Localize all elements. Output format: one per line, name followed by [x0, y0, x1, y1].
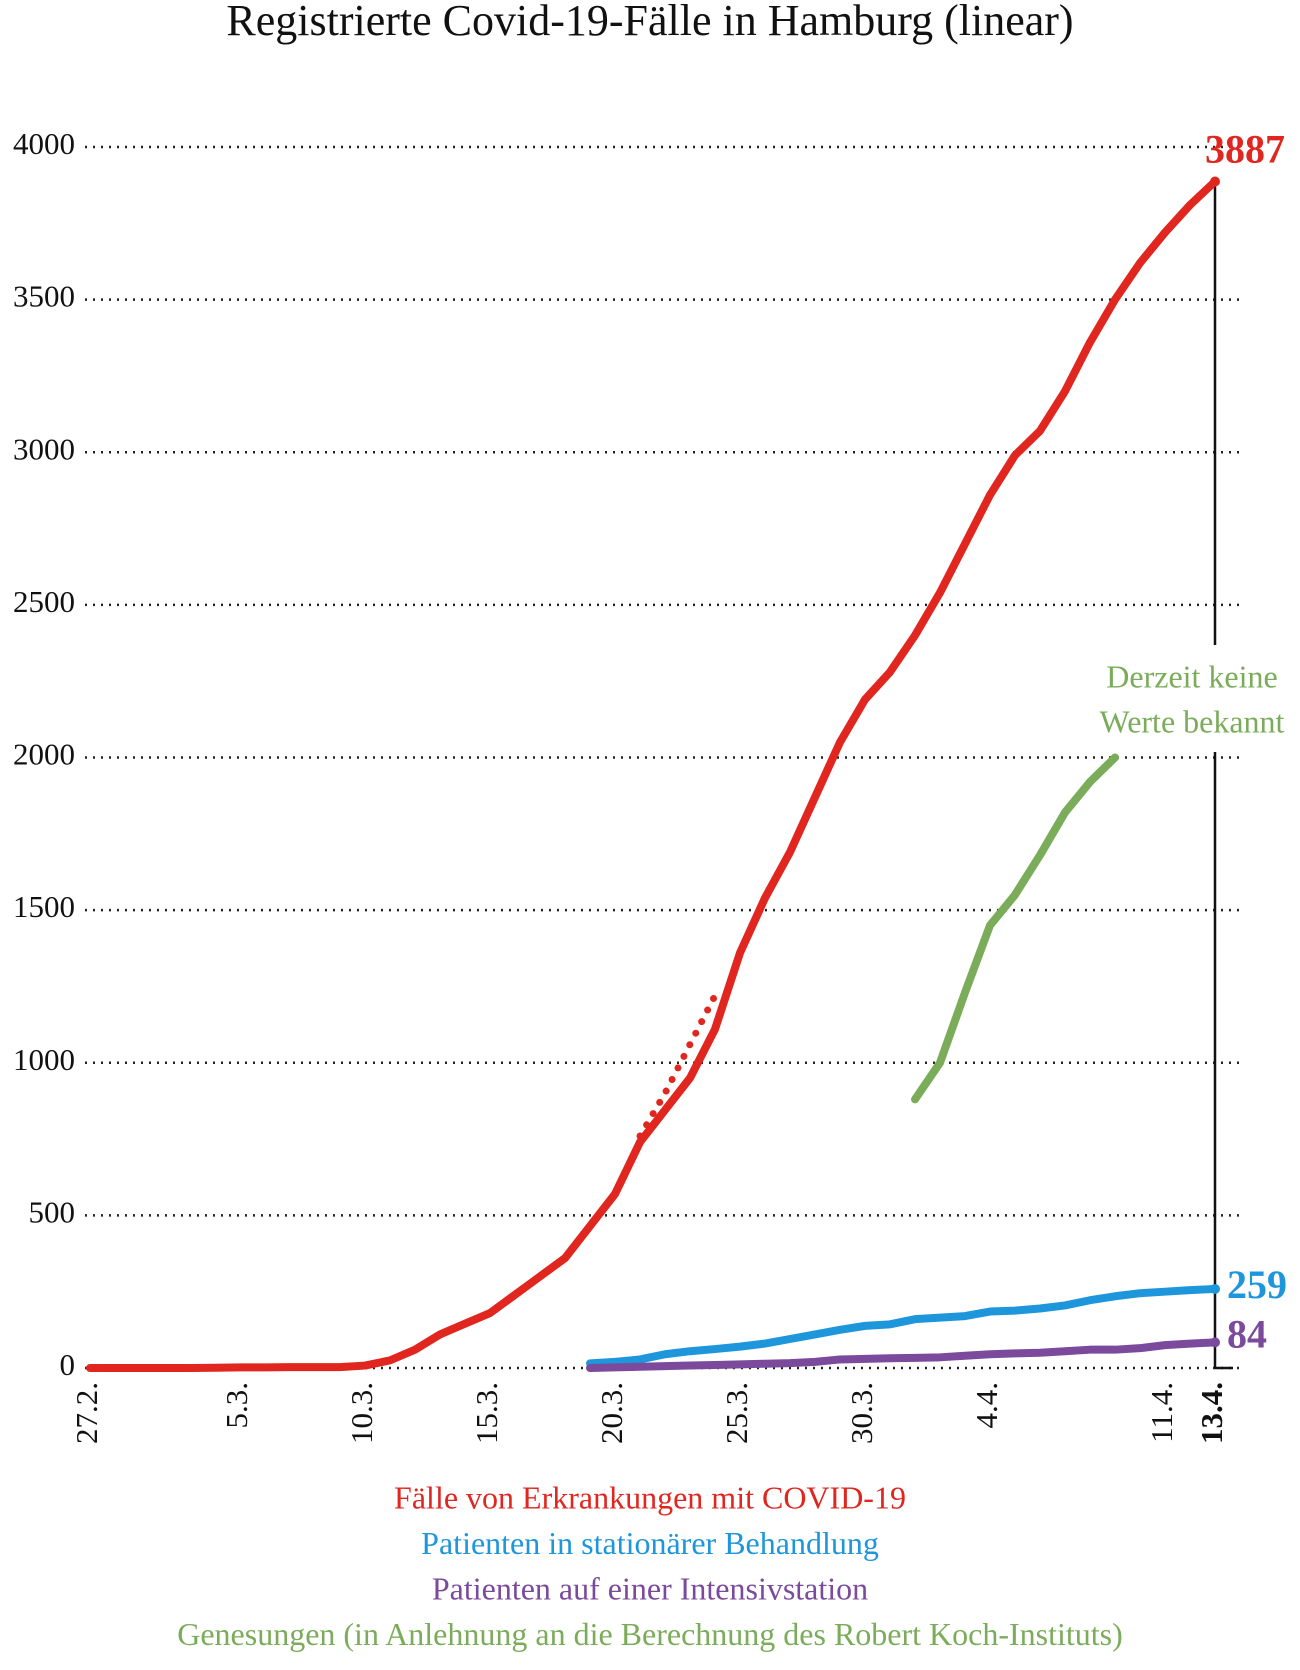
- x-tick-label: 25.3.: [719, 1382, 754, 1444]
- y-tick-label: 2500: [13, 584, 75, 619]
- end-dot: [1210, 176, 1220, 187]
- series-line: [86, 177, 1219, 1372]
- x-tick-label: 20.3.: [594, 1382, 629, 1444]
- x-tick-label: 13.4.: [1194, 1382, 1229, 1444]
- end-value-label: 3887: [1205, 127, 1285, 172]
- annotation: Derzeit keine: [1106, 658, 1277, 694]
- series-line: [586, 1284, 1219, 1368]
- legend-entry: Patienten in stationärer Behandlung: [421, 1525, 879, 1561]
- x-tick-label: 4.4.: [969, 1382, 1004, 1429]
- end-dot: [1210, 1337, 1220, 1348]
- x-tick-label: 30.3.: [844, 1382, 879, 1444]
- x-tick-label: 10.3.: [344, 1382, 379, 1444]
- end-value-label: 84: [1227, 1312, 1267, 1357]
- annotation: Werte bekannt: [1100, 703, 1285, 739]
- end-dot: [1210, 1283, 1220, 1294]
- y-tick-label: 0: [60, 1347, 76, 1382]
- end-value-label: 259: [1227, 1262, 1287, 1307]
- y-tick-label: 1000: [13, 1042, 75, 1077]
- x-tick-label: 27.2.: [69, 1382, 104, 1444]
- series-line: [636, 992, 719, 1140]
- legend-entry: Fälle von Erkrankungen mit COVID-19: [394, 1479, 906, 1515]
- y-tick-label: 500: [29, 1194, 76, 1229]
- y-tick-label: 3000: [13, 431, 75, 466]
- legend-entry: Genesungen (in Anlehnung an die Berechnu…: [177, 1616, 1123, 1652]
- legend-entry: Patienten auf einer Intensivstation: [432, 1570, 868, 1606]
- series-line: [911, 753, 1119, 1104]
- x-tick-label: 5.3.: [219, 1382, 254, 1429]
- y-tick-label: 2000: [13, 737, 75, 772]
- series-line: [586, 1338, 1219, 1372]
- y-tick-label: 3500: [13, 279, 75, 314]
- chart-title: Registrierte Covid-19-Fälle in Hamburg (…: [226, 0, 1073, 45]
- x-tick-label: 11.4.: [1144, 1382, 1179, 1443]
- x-tick-label: 15.3.: [469, 1382, 504, 1444]
- y-tick-label: 4000: [13, 126, 75, 161]
- y-tick-label: 1500: [13, 889, 75, 924]
